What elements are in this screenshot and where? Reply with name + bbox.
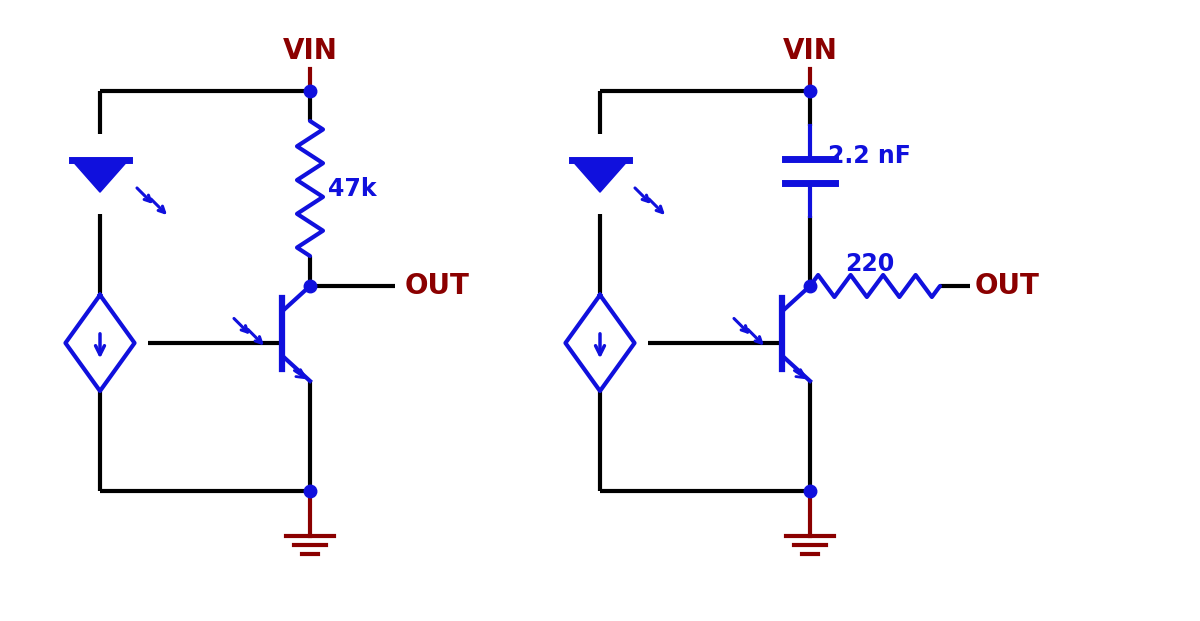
- Polygon shape: [72, 160, 128, 192]
- Text: 47k: 47k: [328, 176, 377, 201]
- Polygon shape: [571, 160, 629, 192]
- Text: VIN: VIN: [782, 37, 838, 65]
- Text: 220: 220: [845, 252, 894, 276]
- Text: OUT: OUT: [406, 272, 470, 300]
- Text: 2.2 nF: 2.2 nF: [828, 144, 911, 168]
- Text: OUT: OUT: [974, 272, 1040, 300]
- Text: VIN: VIN: [282, 37, 337, 65]
